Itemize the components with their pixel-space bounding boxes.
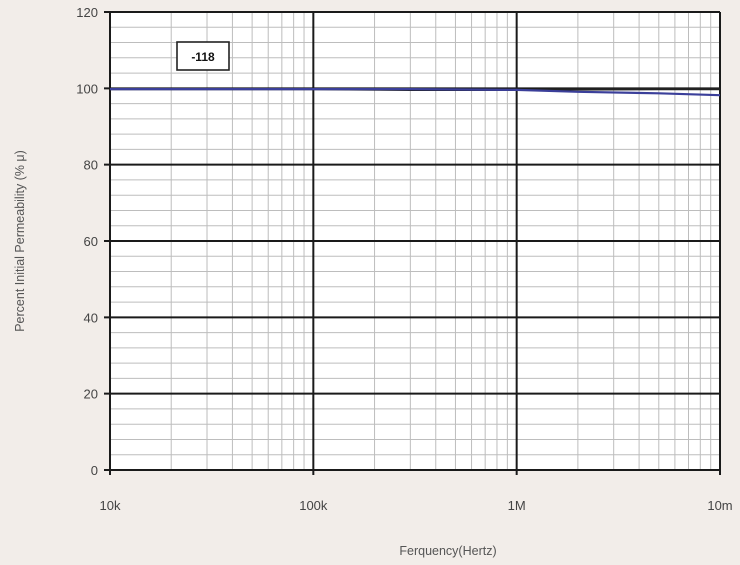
- y-tick-label: 100: [76, 81, 98, 96]
- y-tick-label: 20: [84, 387, 98, 402]
- y-tick-label: 120: [76, 5, 98, 20]
- x-tick-label: 10k: [100, 498, 121, 513]
- x-axis-title: Ferquency(Hertz): [399, 544, 496, 558]
- y-tick-label: 80: [84, 158, 98, 173]
- y-axis-title: Percent Initial Permeability (% μ): [13, 150, 27, 332]
- x-tick-label: 1M: [508, 498, 526, 513]
- x-tick-label: 100k: [299, 498, 328, 513]
- series-line-2: [110, 87, 721, 97]
- series-layer: [110, 87, 721, 97]
- y-tick-label: 40: [84, 310, 98, 325]
- y-tick-label: 60: [84, 234, 98, 249]
- annotation-label: -118: [191, 50, 215, 64]
- annotation-box: -118: [176, 41, 230, 71]
- x-tick-label: 10m: [707, 498, 732, 513]
- tick-labels: 10k 100k 1M 10m 0 20 40 60 80 100 120: [76, 5, 732, 513]
- y-tick-label: 0: [91, 463, 98, 478]
